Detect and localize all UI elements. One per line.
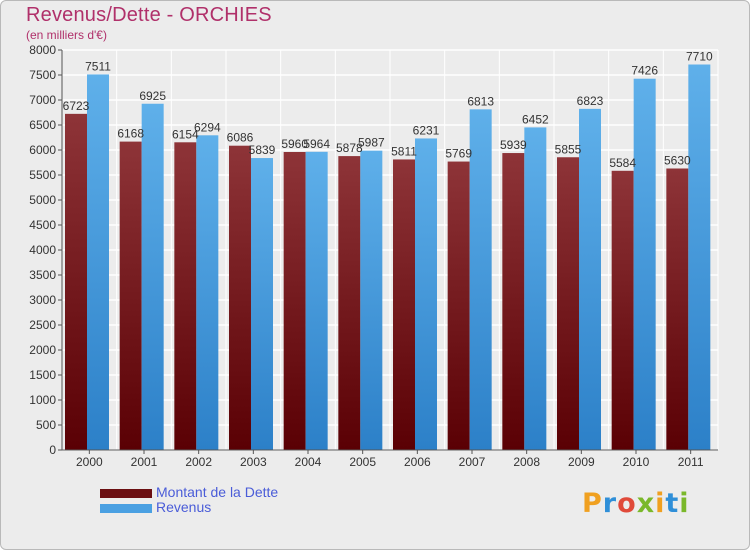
- y-tick-label: 0: [49, 443, 56, 457]
- value-label: 6925: [139, 89, 166, 103]
- legend-label-debt: Montant de la Dette: [156, 484, 279, 500]
- x-tick-label: 2008: [513, 455, 540, 469]
- value-label: 5630: [664, 154, 691, 168]
- debt-bar: [65, 113, 87, 450]
- value-label: 6823: [577, 94, 604, 108]
- value-label: 5769: [445, 147, 472, 161]
- debt-bar: [666, 168, 689, 450]
- y-tick-label: 7500: [29, 68, 56, 82]
- x-tick-label: 2011: [678, 455, 704, 469]
- value-label: 6452: [522, 112, 549, 126]
- legend-swatch-revenue: [100, 504, 152, 513]
- debt-bar: [174, 142, 197, 451]
- value-label: 6086: [227, 131, 254, 145]
- value-label: 5939: [500, 138, 527, 152]
- axes: 0 500 1000 1500 2000 2500 3000 3500 4000 4500 5000…: [29, 43, 718, 469]
- proxiti-logo: Proxiti: [582, 488, 690, 519]
- logo-letter: o: [617, 488, 637, 519]
- y-tick-label: 8000: [29, 43, 56, 57]
- revenue-bar: [524, 127, 547, 451]
- value-label: 5855: [555, 142, 582, 156]
- value-label: 7710: [686, 50, 713, 64]
- y-tick-label: 3500: [29, 268, 56, 282]
- x-tick-label: 2002: [185, 455, 212, 469]
- debt-bar: [229, 145, 251, 450]
- debt-bar: [119, 141, 142, 450]
- revenue-bar: [87, 74, 109, 450]
- revenue-bar: [633, 78, 656, 450]
- value-label: 6723: [63, 99, 90, 113]
- value-label: 5878: [336, 141, 363, 155]
- x-tick-label: 2001: [131, 455, 158, 469]
- y-tick-label: 5500: [29, 168, 56, 182]
- value-label: 6231: [413, 123, 440, 137]
- logo-letter: x: [636, 488, 656, 519]
- value-label: 5987: [358, 136, 385, 150]
- legend-swatch-debt: [100, 489, 152, 498]
- y-tick-label: 7000: [29, 93, 56, 107]
- x-tick-label: 2007: [459, 455, 486, 469]
- debt-bar: [283, 152, 306, 450]
- y-tick-label: 6000: [29, 143, 56, 157]
- x-tick-label: 2004: [295, 455, 322, 469]
- revenue-bar: [415, 138, 437, 450]
- value-label: 7511: [85, 59, 111, 73]
- x-tick-label: 2009: [568, 455, 595, 469]
- y-tick-label: 2000: [29, 343, 56, 357]
- y-tick-label: 4000: [29, 243, 56, 257]
- logo-letter: P: [582, 488, 603, 519]
- chart-title: Revenus/Dette - ORCHIES: [26, 4, 272, 26]
- logo-letter: t: [665, 488, 680, 519]
- y-tick-label: 500: [36, 418, 56, 432]
- y-tick-label: 5000: [29, 193, 56, 207]
- x-tick-label: 2006: [404, 455, 431, 469]
- revenue-bar: [305, 151, 328, 451]
- bars: [65, 64, 711, 451]
- grid-lines: [61, 49, 719, 451]
- legend-label-revenue: Revenus: [156, 499, 212, 515]
- value-label: 6813: [467, 94, 494, 108]
- value-label: 5960: [281, 137, 308, 151]
- x-tick-label: 2005: [349, 455, 376, 469]
- revenue-bar: [360, 150, 383, 450]
- x-tick-label: 2000: [76, 455, 103, 469]
- y-tick-label: 3000: [29, 293, 56, 307]
- revenue-bar: [141, 103, 164, 450]
- value-label: 5964: [303, 137, 330, 151]
- revenue-bar: [196, 135, 219, 451]
- revenue-bar: [688, 64, 711, 450]
- y-tick-label: 1000: [29, 393, 56, 407]
- y-tick-label: 4500: [29, 218, 56, 232]
- debt-bar: [338, 156, 361, 450]
- debt-bar: [557, 157, 579, 450]
- revenue-bar: [251, 158, 273, 451]
- debt-bar: [447, 161, 470, 451]
- debt-bar: [393, 159, 415, 450]
- debt-bar: [502, 153, 525, 451]
- debt-bar: [611, 170, 634, 451]
- value-label: 5584: [609, 156, 636, 170]
- value-label: 6168: [117, 127, 144, 141]
- logo-letter: i: [679, 488, 690, 519]
- value-label: 5811: [391, 144, 417, 158]
- x-tick-label: 2010: [623, 455, 650, 469]
- value-label: 5839: [249, 143, 276, 157]
- value-label: 6154: [172, 127, 199, 141]
- y-tick-label: 6500: [29, 118, 56, 132]
- y-tick-label: 2500: [29, 318, 56, 332]
- logo-letter: i: [655, 488, 666, 519]
- x-tick-label: 2003: [240, 455, 267, 469]
- value-label: 7426: [631, 64, 658, 78]
- value-label: 6294: [194, 120, 221, 134]
- revenue-bar: [469, 109, 492, 450]
- revenue-bar: [579, 108, 601, 450]
- logo-letter: r: [602, 488, 618, 519]
- y-tick-label: 1500: [29, 368, 56, 382]
- chart-subtitle: (en milliers d'€): [26, 28, 107, 42]
